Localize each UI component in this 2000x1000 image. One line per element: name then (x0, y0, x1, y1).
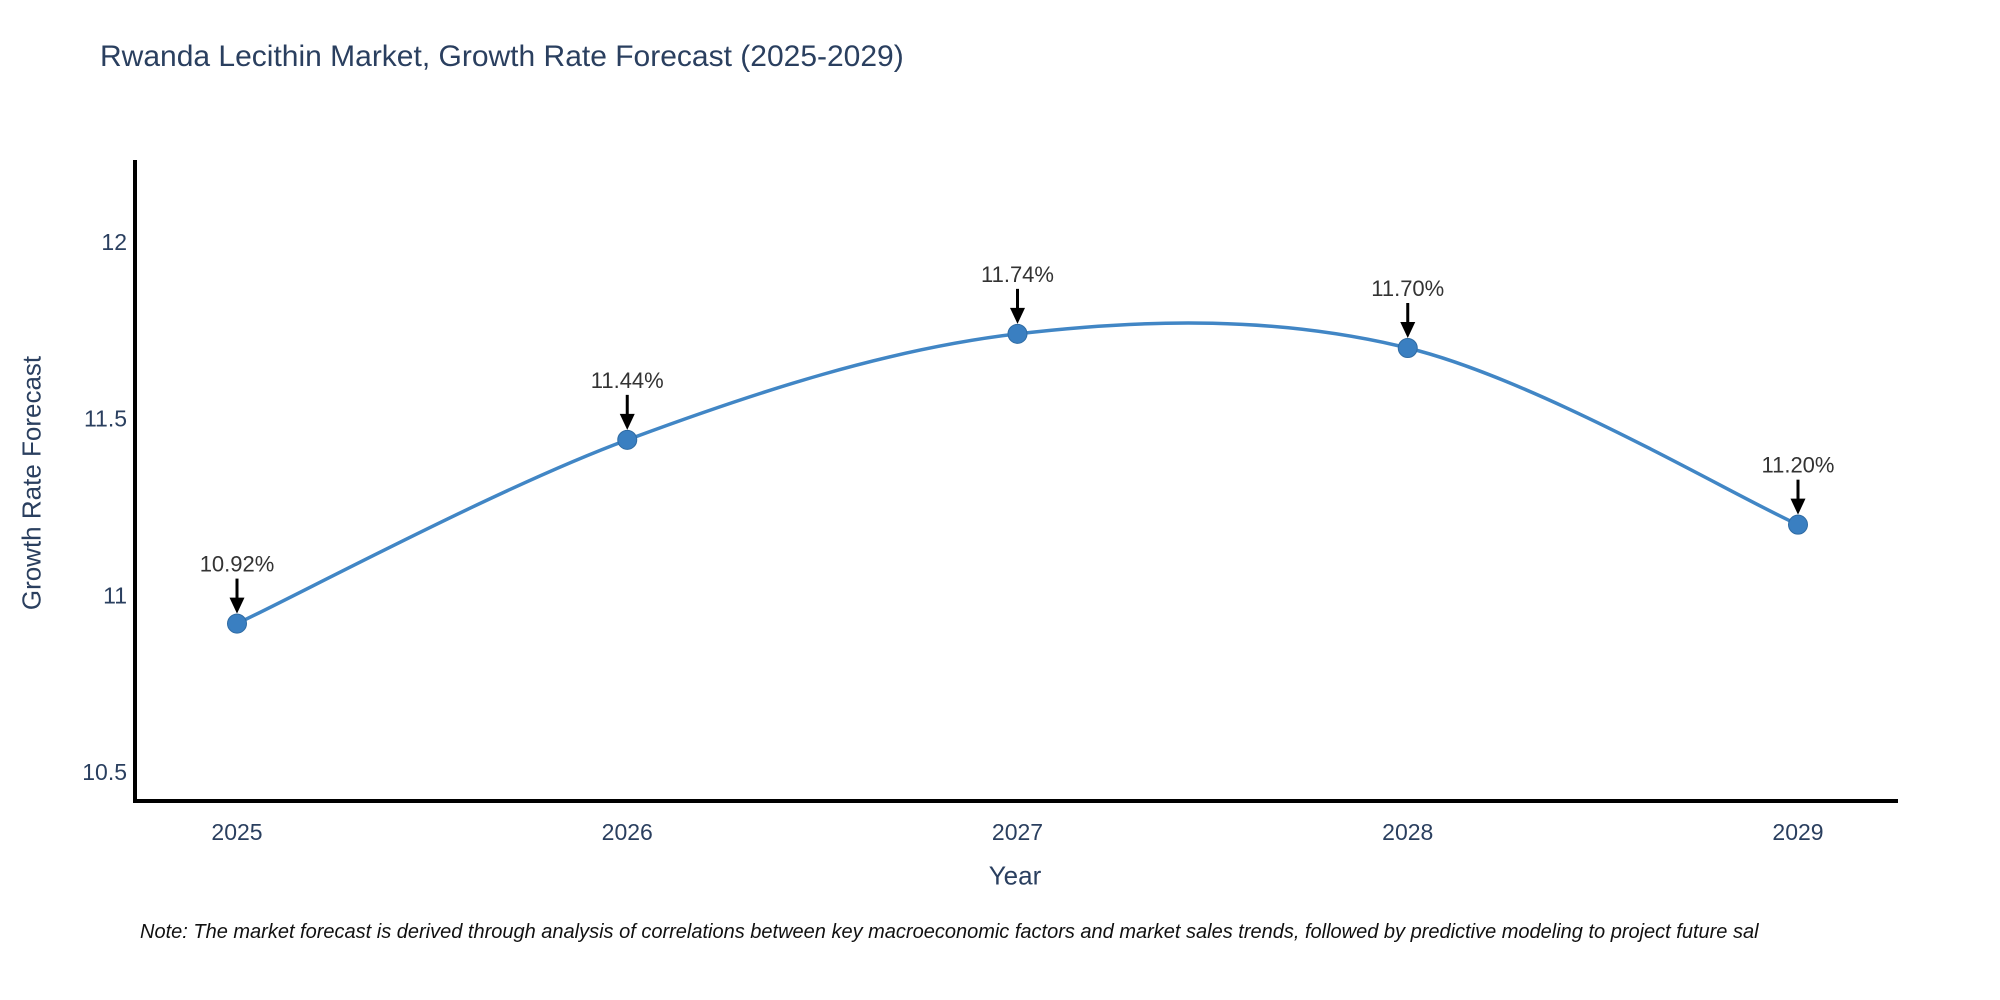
annotation-arrow-head (619, 413, 635, 430)
data-point-marker (227, 613, 247, 634)
data-point-marker (617, 429, 638, 450)
point-annotation-label: 10.92% (200, 552, 275, 577)
x-axis-title: Year (988, 860, 1042, 891)
x-tick-label: 2025 (211, 819, 262, 845)
y-tick-label: 10.5 (82, 759, 127, 785)
point-annotation-label: 11.74% (981, 262, 1054, 287)
data-point-marker (1397, 337, 1418, 358)
footnote-text: Note: The market forecast is derived thr… (140, 921, 1759, 943)
annotation-arrow-head (1400, 321, 1416, 338)
data-point-marker (1788, 514, 1808, 535)
y-tick-label: 11 (103, 582, 127, 608)
x-tick-label: 2028 (1382, 819, 1433, 845)
point-annotation-label: 11.70% (1371, 276, 1444, 301)
x-tick-label: 2027 (992, 819, 1043, 845)
x-tick-label: 2029 (1772, 819, 1823, 845)
point-annotation-label: 11.44% (591, 368, 664, 393)
point-annotation-label: 11.20% (1762, 453, 1835, 478)
x-tick-label: 2026 (602, 819, 653, 845)
chart-title: Rwanda Lecithin Market, Growth Rate Fore… (100, 40, 904, 73)
line-series (235, 321, 1800, 626)
annotation-arrow-head (1790, 498, 1806, 515)
y-tick-label: 12 (101, 229, 127, 255)
annotation-arrow-head (1010, 307, 1025, 324)
annotation-arrow-head (229, 597, 245, 614)
y-tick-label: 11.5 (84, 406, 127, 432)
data-point-marker (1007, 323, 1028, 344)
